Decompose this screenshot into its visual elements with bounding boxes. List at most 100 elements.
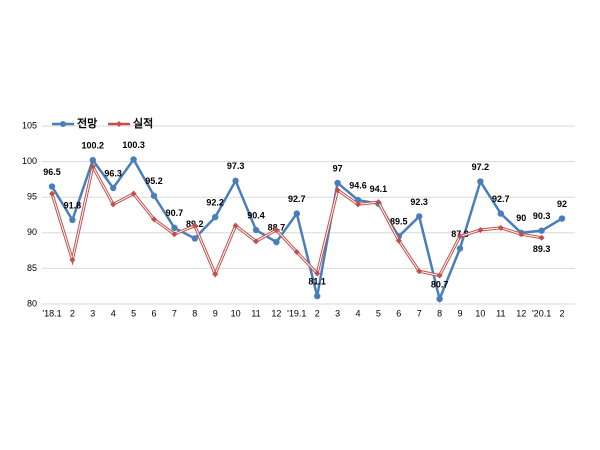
point [191,235,198,242]
legend-label: 전망 [77,116,97,130]
x-tick-label: 2 [70,308,75,318]
x-tick-label: 12 [516,308,526,318]
data-label: 89.3 [533,244,551,254]
point [314,292,321,300]
point [171,231,178,238]
y-tick-label: 90 [27,227,37,237]
x-tick-label: 5 [131,308,136,318]
point [436,272,443,279]
point [457,233,463,240]
point [477,178,484,185]
x-tick-label: 4 [111,308,116,318]
y-tick-label: 105 [22,120,37,130]
legend-label: 실적 [133,116,153,130]
x-tick-label: 6 [151,308,156,318]
x-tick-label: 3 [90,308,95,318]
point [191,222,198,229]
point [150,192,158,199]
data-label: 90.4 [247,210,265,220]
x-tick-label: 3 [335,308,340,318]
data-label: 96.5 [43,167,61,177]
data-label: 97 [333,163,343,173]
x-tick-label: 10 [231,308,241,318]
y-tick-label: 100 [22,156,37,166]
data-label: 100.3 [122,140,145,150]
x-tick-label: '18.1 [42,308,61,318]
point [232,177,239,185]
point [89,156,97,164]
data-label: 90.7 [166,208,184,218]
point [293,249,300,256]
point [497,224,504,231]
x-tick-label: '19.1 [287,308,306,318]
point [436,295,443,303]
point [69,256,76,263]
x-tick-label: 6 [396,308,401,318]
point [416,268,423,275]
data-label: 97.2 [472,162,490,172]
legend-marker [116,121,122,127]
data-label: 92.7 [288,194,306,204]
x-tick-label: 5 [376,308,381,318]
point [538,234,545,241]
data-label: 92.3 [410,197,428,207]
y-tick-label: 80 [27,298,37,308]
point [273,226,280,233]
y-tick-label: 85 [27,263,37,273]
point [212,271,219,278]
x-tick-label: 9 [457,308,462,318]
legend-marker [60,121,66,127]
point [395,237,402,244]
point [293,210,300,217]
x-tick-label: 2 [559,308,564,318]
x-tick-label: 11 [496,308,505,318]
point [375,199,382,206]
x-tick-label: 2 [315,308,320,318]
data-label: 92 [557,199,567,209]
x-tick-label: 8 [192,308,197,318]
point [232,222,239,229]
point [110,201,117,208]
x-tick-label: '20.1 [532,308,551,318]
data-label: 91.8 [64,200,82,210]
x-tick-label: 9 [213,308,218,318]
data-label: 92.2 [206,198,224,208]
data-label: 94.1 [370,184,388,194]
x-tick-label: 7 [172,308,177,318]
x-tick-label: 8 [437,308,442,318]
point [355,201,361,208]
x-tick-label: 4 [355,308,360,318]
point [497,210,504,217]
data-label: 81.1 [308,277,326,287]
series-line [50,157,563,304]
point [171,224,178,232]
data-label: 94.6 [349,180,367,190]
data-label: 89.5 [390,217,408,227]
point [49,190,55,197]
data-label: 100.2 [82,141,105,151]
x-tick-label: 11 [251,308,260,318]
point [48,183,56,190]
point [130,190,137,197]
point [558,215,566,222]
point [130,156,137,163]
point [518,231,525,238]
x-tick-label: 10 [475,308,485,318]
data-label: 80.7 [431,279,449,289]
point [151,216,157,223]
point [416,213,423,220]
data-label: 97.3 [227,161,245,171]
point [253,238,259,245]
y-tick-label: 95 [27,192,37,202]
point [252,226,260,234]
point [273,238,280,246]
point [212,213,219,221]
data-label: 96.3 [104,168,122,178]
x-tick-label: 12 [271,308,281,318]
x-tick-label: 7 [417,308,422,318]
data-label: 90.3 [533,211,551,221]
data-label: 92.7 [492,194,510,204]
point [69,216,76,224]
point [334,179,341,187]
